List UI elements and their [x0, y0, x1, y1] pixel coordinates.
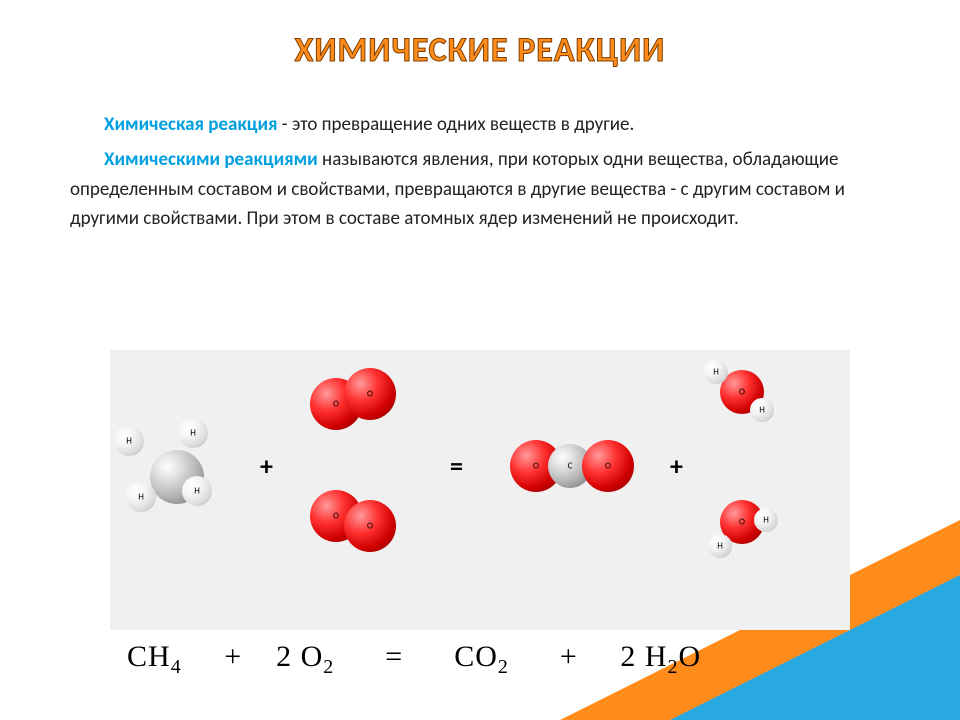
- atom-label: O: [533, 461, 539, 472]
- atom: H: [182, 476, 212, 506]
- term-2: Химическими реакциями: [104, 148, 318, 171]
- equation: CH4 + 2 O2 = CO2 + 2 H2O: [110, 640, 850, 679]
- operator-plus-1: +: [260, 450, 273, 482]
- atom-label: H: [759, 405, 765, 416]
- paragraph-1: Химическая реакция - это превращение одн…: [70, 110, 890, 139]
- atom-label: O: [333, 511, 339, 522]
- atom: H: [126, 482, 156, 512]
- atom-label: H: [126, 436, 132, 447]
- atom: H: [708, 534, 732, 558]
- eq-eq: =: [377, 640, 412, 673]
- slide: ХИМИЧЕСКИЕ РЕАКЦИИ Химическая реакция - …: [0, 0, 960, 720]
- atom: H: [704, 360, 728, 384]
- atom: H: [754, 508, 778, 532]
- eq-o2-sub: 2: [323, 656, 334, 678]
- slide-title: ХИМИЧЕСКИЕ РЕАКЦИИ: [0, 30, 960, 71]
- atom-label: H: [190, 428, 196, 439]
- atom-label: H: [194, 486, 200, 497]
- operator-plus-2: +: [670, 450, 683, 482]
- atom-label: H: [763, 515, 769, 526]
- slide-title-text: ХИМИЧЕСКИЕ РЕАКЦИИ: [295, 30, 666, 71]
- paragraph-2: Химическими реакциями называются явления…: [70, 145, 890, 233]
- term-1: Химическая реакция: [104, 113, 278, 136]
- atom: O: [344, 368, 396, 420]
- eq-ch4-sub: 4: [171, 656, 182, 678]
- eq-2h2o: 2 H: [620, 640, 667, 673]
- eq-h2o-sub1: 2: [667, 656, 678, 678]
- p1-rest: - это превращение одних веществ в другие…: [278, 113, 635, 136]
- eq-co2: CO: [454, 640, 498, 673]
- atom-label: O: [367, 521, 373, 532]
- body-text: Химическая реакция - это превращение одн…: [70, 110, 890, 240]
- atom-label: H: [717, 541, 723, 552]
- eq-plus2: +: [551, 640, 586, 673]
- operator-equals: =: [450, 450, 463, 482]
- reaction-diagram: + = + H H H H O O O O O C O O H H O H H: [110, 350, 850, 630]
- atom: H: [750, 398, 774, 422]
- eq-h2o-o: O: [678, 640, 701, 673]
- atom-label: O: [739, 387, 745, 398]
- atom-label: O: [739, 517, 745, 528]
- atom: H: [178, 418, 208, 448]
- atom: O: [582, 440, 634, 492]
- atom: H: [114, 426, 144, 456]
- atom-label: O: [367, 389, 373, 400]
- eq-plus1: +: [216, 640, 251, 673]
- eq-2o2: 2 O: [276, 640, 323, 673]
- atom-label: O: [605, 461, 611, 472]
- atom-label: C: [568, 461, 573, 472]
- eq-ch4: CH: [127, 640, 171, 673]
- eq-co2-sub: 2: [498, 656, 509, 678]
- atom-label: H: [713, 367, 719, 378]
- atom-label: H: [138, 492, 144, 503]
- atom-label: O: [333, 399, 339, 410]
- atom: O: [344, 500, 396, 552]
